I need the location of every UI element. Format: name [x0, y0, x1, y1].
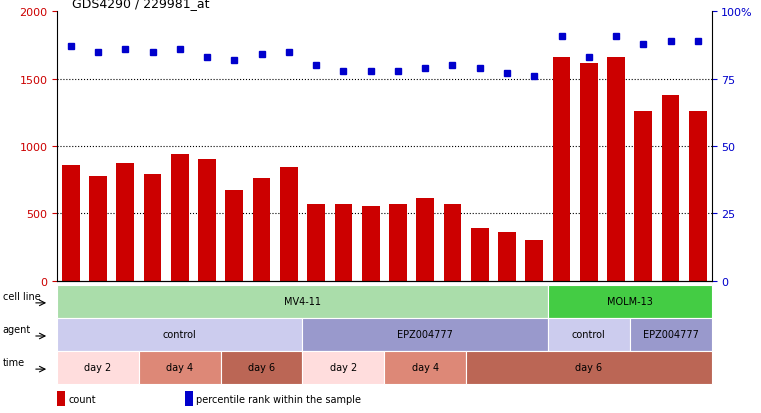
Text: day 2: day 2	[330, 363, 357, 373]
Bar	[335, 204, 352, 281]
Bar	[498, 233, 516, 281]
Text: EPZ004777: EPZ004777	[643, 330, 699, 339]
Bar	[116, 164, 134, 281]
Text: cell line: cell line	[3, 292, 40, 301]
Text: day 6: day 6	[248, 363, 275, 373]
Bar	[635, 112, 652, 281]
Bar	[62, 166, 80, 281]
Bar	[416, 199, 434, 281]
Text: control: control	[163, 330, 196, 339]
Text: day 2: day 2	[84, 363, 112, 373]
Text: day 6: day 6	[575, 363, 603, 373]
Text: MV4-11: MV4-11	[284, 297, 321, 306]
Bar	[471, 228, 489, 281]
Text: agent: agent	[3, 325, 31, 335]
Bar	[525, 240, 543, 281]
Text: percentile rank within the sample: percentile rank within the sample	[196, 394, 361, 404]
Text: day 4: day 4	[166, 363, 193, 373]
Bar	[280, 168, 298, 281]
Bar	[185, 391, 193, 406]
Bar	[689, 112, 707, 281]
Text: MOLM-13: MOLM-13	[607, 297, 653, 306]
Bar	[89, 176, 107, 281]
Bar	[361, 206, 380, 281]
Bar	[662, 96, 680, 281]
Text: GDS4290 / 229981_at: GDS4290 / 229981_at	[72, 0, 210, 10]
Bar	[607, 58, 625, 281]
Text: day 4: day 4	[412, 363, 439, 373]
Text: EPZ004777: EPZ004777	[397, 330, 453, 339]
Bar	[552, 58, 571, 281]
Text: control: control	[572, 330, 606, 339]
Bar	[389, 204, 407, 281]
Text: time: time	[3, 358, 25, 368]
Bar	[580, 64, 597, 281]
Bar	[171, 155, 189, 281]
Bar	[57, 391, 65, 406]
Text: count: count	[68, 394, 96, 404]
Bar	[225, 191, 244, 281]
Bar	[444, 205, 461, 281]
Bar	[198, 160, 216, 281]
Bar	[307, 205, 325, 281]
Bar	[253, 179, 270, 281]
Bar	[144, 175, 161, 281]
